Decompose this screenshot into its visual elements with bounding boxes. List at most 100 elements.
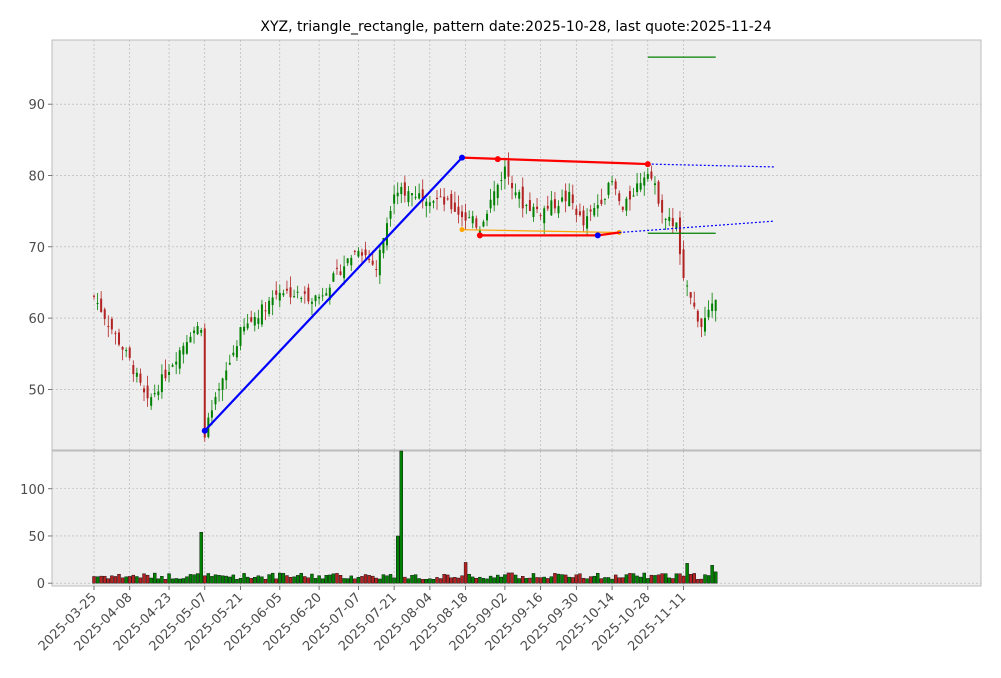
volume-bar	[692, 573, 696, 584]
volume-bar	[128, 576, 132, 584]
volume-bar	[156, 578, 161, 584]
price-tick-label: 90	[28, 98, 45, 113]
volume-bar	[292, 576, 296, 584]
candle-body	[686, 285, 689, 287]
lower-touch-point-blue	[594, 232, 601, 239]
candle-body	[689, 292, 692, 298]
candle-body	[503, 166, 506, 179]
volume-bar	[642, 572, 646, 584]
candle-body	[639, 182, 642, 190]
volume-bar	[385, 575, 389, 584]
candle-body	[332, 273, 335, 282]
candle-body	[185, 342, 188, 354]
upper-touch-point	[494, 156, 501, 163]
candle-body	[539, 215, 542, 217]
volume-bar	[388, 574, 393, 584]
candle-body	[171, 365, 174, 367]
volume-bar	[506, 572, 511, 584]
lower-projection-line	[619, 220, 775, 234]
volume-bar	[681, 575, 686, 584]
candle-body	[189, 336, 192, 343]
volume-bar	[474, 578, 479, 584]
candle-body	[257, 318, 260, 324]
candle-body	[364, 249, 367, 256]
volume-bar	[510, 572, 514, 584]
volume-bar	[310, 573, 314, 584]
candle-body	[589, 209, 592, 212]
volume-bar	[488, 575, 493, 584]
volume-bar	[588, 576, 593, 584]
candle-body	[528, 200, 531, 212]
volume-bar	[199, 531, 203, 584]
candle-body	[525, 205, 528, 207]
volume-bar	[396, 535, 400, 584]
volume-bar	[560, 574, 564, 584]
candle-body	[536, 206, 539, 210]
candle-body	[553, 199, 556, 209]
candle-body	[482, 221, 485, 227]
volume-bar	[538, 577, 543, 584]
volume-bar	[671, 578, 675, 584]
candle-body	[225, 370, 228, 381]
candle-body	[343, 266, 346, 279]
volume-bar	[117, 574, 121, 584]
chart-title: XYZ, triangle_rectangle, pattern date:20…	[260, 19, 771, 35]
candle-body	[253, 316, 256, 326]
volume-bar	[610, 578, 614, 584]
candle-body	[700, 318, 703, 328]
volume-bar	[438, 578, 443, 584]
lower-touch-point	[476, 232, 483, 239]
candle-body	[607, 182, 610, 195]
candle-body	[239, 327, 242, 346]
volume-bar	[324, 575, 328, 584]
volume-bar	[238, 577, 243, 584]
candle-body	[650, 171, 653, 179]
volume-bar	[160, 576, 164, 584]
volume-bar	[342, 578, 346, 584]
candle-body	[643, 177, 646, 186]
volume-bar	[613, 574, 618, 584]
volume-bar	[481, 578, 486, 584]
volume-bar	[313, 578, 318, 584]
volume-bar	[710, 565, 714, 584]
volume-bar	[378, 578, 382, 584]
volume-bar	[381, 574, 386, 584]
price-tick-label: 60	[28, 312, 45, 327]
candle-body	[393, 194, 396, 204]
volume-bar	[542, 576, 546, 584]
volume-bar	[513, 574, 518, 584]
date-axis: 2025-03-252025-04-082025-04-232025-05-07…	[36, 586, 689, 654]
candle-body	[443, 196, 446, 205]
volume-tick-label: 50	[28, 530, 45, 545]
volume-bar	[421, 579, 425, 584]
candle-body	[625, 198, 628, 211]
candle-body	[403, 182, 406, 196]
volume-bar	[456, 577, 461, 584]
upper-resistance-line	[461, 156, 648, 166]
volume-bar	[106, 578, 110, 584]
candle-body	[425, 201, 428, 206]
candle-body	[375, 268, 378, 270]
candle-body	[661, 199, 664, 213]
candle-body	[203, 328, 206, 438]
price-tick-label: 70	[28, 241, 45, 256]
candle-body	[214, 396, 217, 405]
candle-body	[368, 259, 371, 261]
volume-bar	[667, 577, 671, 584]
candle-body	[418, 193, 421, 199]
volume-bar	[399, 450, 403, 584]
volume-bar	[649, 574, 654, 584]
trend-line	[203, 156, 463, 432]
candle-body	[653, 183, 656, 186]
volume-bar	[242, 573, 246, 584]
volume-panel: 0 50 100	[20, 450, 982, 592]
volume-bar	[135, 576, 139, 584]
volume-bar	[699, 578, 704, 584]
volume-bar	[278, 572, 282, 584]
volume-bar	[153, 572, 157, 584]
volume-bar	[546, 578, 550, 584]
volume-bar	[345, 578, 350, 584]
candle-body	[232, 352, 235, 356]
volume-bar	[606, 577, 611, 584]
